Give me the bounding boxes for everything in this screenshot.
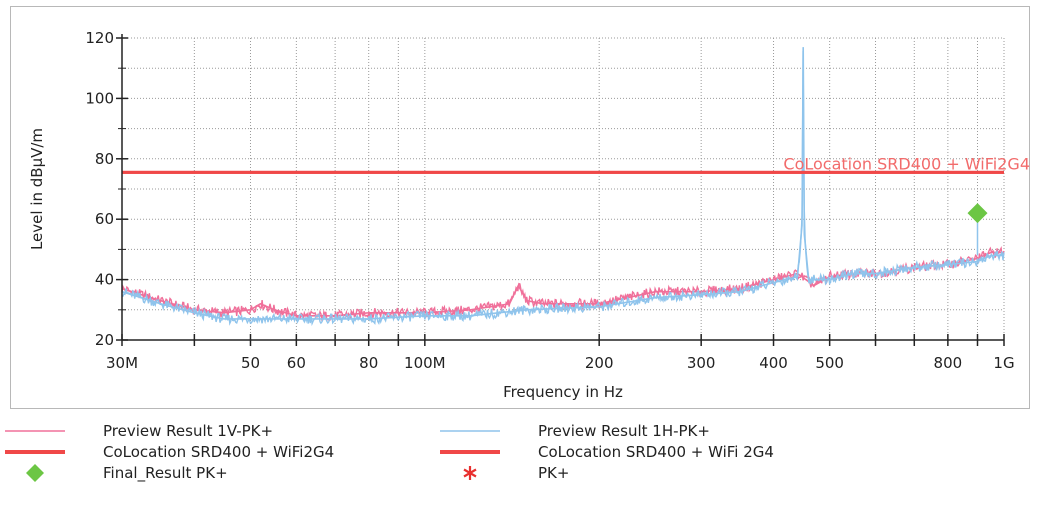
asterisk-stroke (463, 468, 477, 478)
asterisk-icon (463, 466, 477, 480)
legend-swatch-thick-red (440, 450, 500, 454)
series-layer (121, 47, 1005, 327)
markers (967, 203, 988, 256)
y-tick-label: 100 (85, 89, 114, 107)
series-preview-1h-envelope (121, 47, 1004, 320)
legend-diamond (26, 464, 44, 482)
legend-label: Final_Result PK+ (103, 464, 228, 482)
legend-swatch-thin-blue (440, 430, 500, 432)
x-tick-label: 50 (241, 354, 260, 372)
chart-frame (10, 6, 1030, 409)
y-axis-title: Level in dBµV/m (28, 128, 46, 250)
chart-plot: 20 40 60 80 100 120 30M 50 60 80 100M 200 300 400 500 8… (28, 29, 1030, 401)
x-tick-label: 100M (404, 354, 446, 372)
legend-label: Preview Result 1H-PK+ (538, 422, 710, 440)
x-tick-label: 500 (815, 354, 844, 372)
legend-label: Preview Result 1V-PK+ (103, 422, 274, 440)
y-tick-label: 40 (95, 271, 114, 289)
legend-swatch-thin-pink (5, 430, 65, 432)
x-axis-title: Frequency in Hz (503, 383, 623, 401)
x-tick-label: 200 (585, 354, 614, 372)
legend-label: CoLocation SRD400 + WiFi2G4 (103, 443, 335, 461)
final-result-marker (967, 203, 988, 224)
x-tick-label: 300 (687, 354, 716, 372)
y-tick-label: 120 (85, 29, 114, 47)
x-tick-label: 1G (993, 354, 1014, 372)
legend-label: CoLocation SRD400 + WiFi 2G4 (538, 443, 774, 461)
limit-line-label: CoLocation SRD400 + WiFi2G4 (783, 154, 1030, 173)
x-tick-label: 400 (759, 354, 788, 372)
x-tick-label: 60 (287, 354, 306, 372)
x-tick-label: 80 (359, 354, 378, 372)
y-tick-label: 20 (95, 331, 114, 349)
y-tick-label: 60 (95, 210, 114, 228)
legend-asterisk (463, 466, 477, 480)
x-tick-label: 800 (934, 354, 963, 372)
legend: Preview Result 1V-PK+ Preview Result 1H-… (0, 420, 1042, 510)
y-tick-label: 80 (95, 150, 114, 168)
legend-swatch-thick-red (5, 450, 65, 454)
diamond-icon (26, 464, 44, 482)
x-tick-label: 30M (106, 354, 138, 372)
legend-label: PK+ (538, 464, 570, 482)
axes: 20 40 60 80 100 120 30M 50 60 80 100M 200 300 400 500 8… (85, 29, 1014, 372)
